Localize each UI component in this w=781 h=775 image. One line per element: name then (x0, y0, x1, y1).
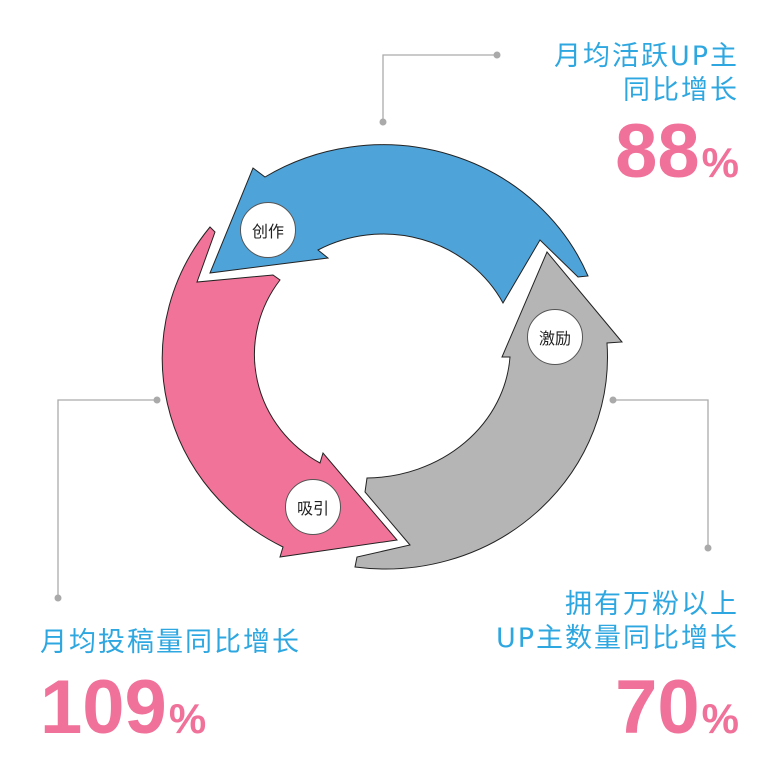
connector-right (613, 399, 709, 548)
stat-posts-label: 月均投稿量同比增长 (40, 626, 301, 660)
label-line: 月均活跃UP主 (553, 41, 739, 72)
connector-lines (57, 54, 709, 598)
value-unit: % (701, 695, 739, 742)
node-label: 创作 (251, 222, 284, 241)
arrow-incentive (354, 251, 624, 570)
node-attract: 吸引 (285, 479, 341, 535)
stat-active-up-label: 月均活跃UP主 同比增长 (554, 40, 739, 108)
value-unit: % (701, 139, 739, 186)
value-unit: % (168, 695, 207, 742)
stat-10k-up-label: 拥有万粉以上 UP主数量同比增长 (496, 588, 739, 656)
label-line: 月均投稿量同比增长 (40, 627, 301, 658)
node-create: 创作 (240, 202, 296, 258)
arrow-create (209, 144, 589, 305)
arrow-attract (161, 226, 398, 558)
node-label: 激励 (538, 329, 571, 348)
connector-dots (54, 51, 712, 602)
value-number: 88 (615, 109, 700, 194)
stat-active-up-value: 88% (615, 114, 739, 201)
label-line: UP主数量同比增长 (495, 623, 739, 654)
connector-top (382, 54, 497, 122)
node-incentive: 激励 (527, 309, 583, 365)
stat-10k-up-value: 70% (615, 670, 739, 757)
label-line: 拥有万粉以上 (565, 589, 739, 620)
value-number: 70 (615, 665, 700, 750)
stat-posts-value: 109% (40, 670, 206, 757)
value-number: 109 (40, 665, 167, 750)
connector-left (57, 399, 157, 598)
node-label: 吸引 (296, 499, 329, 518)
label-line: 同比增长 (623, 75, 739, 106)
